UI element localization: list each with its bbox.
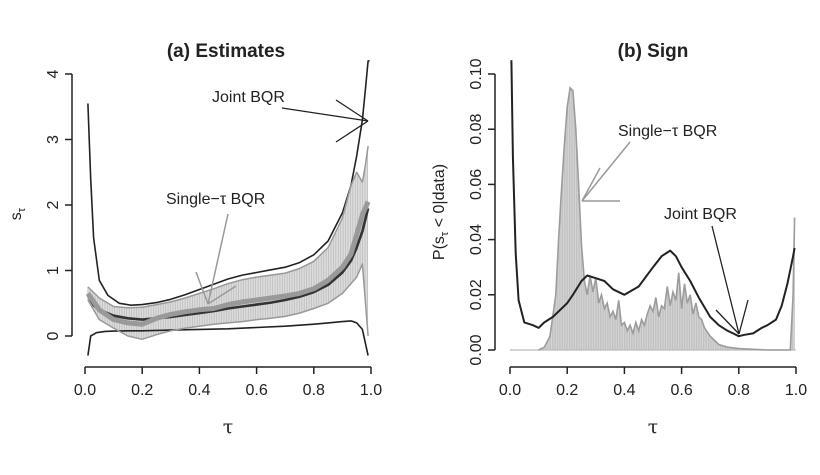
panel-a-estimates: (a) Estimates 0 1 2 3 4 0.0 0.2 0.4 0.6 0.8 1.0 τ… (8, 41, 382, 438)
x-tick-label: 0.2 (556, 382, 578, 399)
annotation-single-tau-a: Single−τ BQR (166, 191, 265, 208)
annotation-joint-bqr-b: Joint BQR (664, 206, 737, 223)
series-joint-bqr-upper-band (87, 60, 370, 306)
panel-b-sign: (b) Sign 0.00 0.02 0.04 0.06 0.08 0.10 0.0 0.2… (431, 41, 807, 438)
y-label-main: s (8, 212, 25, 220)
y-tick-label: 2 (45, 200, 62, 209)
x-tick-label: 0.8 (303, 382, 325, 399)
y-label-b-pre: P(s (431, 236, 448, 260)
panel-b-title: (b) Sign (618, 41, 689, 62)
y-label-sub: τ (16, 207, 28, 212)
series-single-tau-bqr (538, 86, 796, 351)
x-tick-label: 1.0 (360, 382, 382, 399)
y-tick-label: 0 (45, 331, 62, 340)
x-tick-label: 0.8 (728, 382, 750, 399)
annotation-joint-bqr-a: Joint BQR (212, 89, 285, 106)
annotation-single-tau-b: Single−τ BQR (618, 123, 717, 140)
y-tick-label: 4 (45, 69, 62, 78)
x-tick-label: 0.6 (245, 382, 267, 399)
y-tick-label: 0.04 (468, 224, 485, 255)
y-tick-label: 0.08 (468, 114, 485, 145)
x-tick-label: 0.0 (74, 382, 96, 399)
panel-a-title: (a) Estimates (167, 41, 285, 62)
x-tick-label: 1.0 (785, 382, 807, 399)
annotation-arrows-a (195, 99, 369, 305)
y-axis-label-a: sτ (8, 207, 28, 220)
series-single-bqr-lower-band (87, 263, 369, 341)
series-single-bqr-estimate (85, 200, 371, 327)
single-tau-band-fill (87, 146, 369, 340)
y-label-b-sub: τ (439, 231, 451, 236)
y-tick-label: 0.06 (468, 169, 485, 200)
x-axis-label-a: τ (223, 416, 234, 438)
x-tick-label: 0.2 (131, 382, 153, 399)
x-tick-label: 0.0 (499, 382, 521, 399)
x-axis-label-b: τ (648, 416, 659, 438)
series-single-bqr-upper-band (87, 145, 369, 309)
x-tick-label: 0.6 (670, 382, 692, 399)
y-tick-label: 0.02 (468, 279, 485, 310)
series-joint-bqr (510, 60, 796, 338)
y-axis-label-b: P(sτ < 0|data) (431, 164, 451, 260)
y-tick-label: 0.10 (468, 58, 485, 89)
x-tick-label: 0.4 (188, 382, 210, 399)
annotation-arrows-b (581, 141, 749, 335)
y-label-b-post: < 0|data) (431, 164, 448, 232)
y-tick-label: 0.00 (468, 334, 485, 365)
series-joint-bqr-estimate (86, 207, 370, 321)
series-joint-bqr-lower-band (87, 320, 369, 356)
y-tick-label: 3 (45, 135, 62, 144)
x-tick-label: 0.4 (613, 382, 635, 399)
y-tick-label: 1 (45, 266, 62, 275)
